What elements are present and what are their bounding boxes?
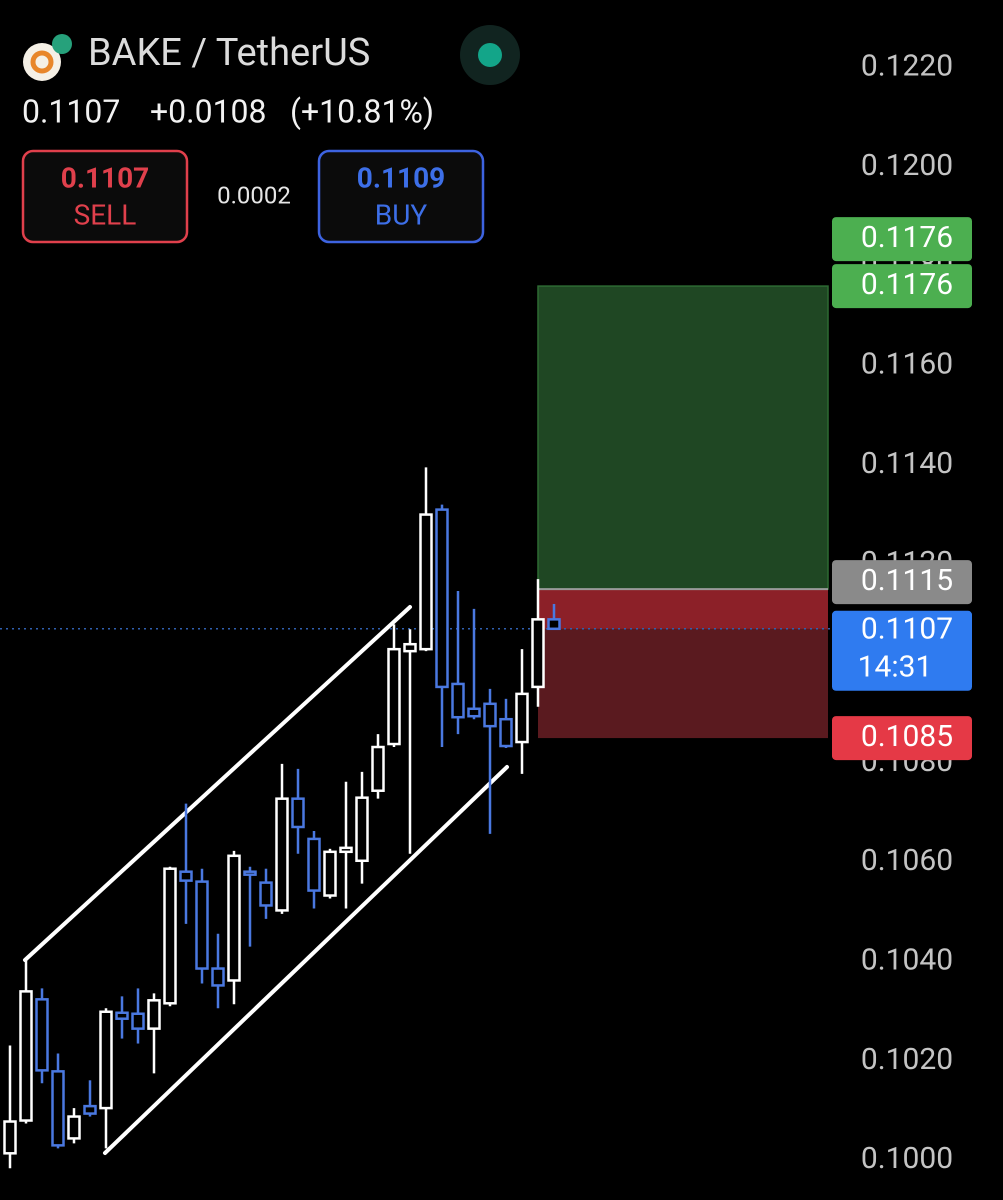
sell-button[interactable] — [21, 149, 189, 244]
candle-body — [323, 850, 337, 897]
profit-zone — [537, 285, 829, 590]
candle-body — [131, 1012, 145, 1030]
y-tick-label: 0.1140 — [861, 446, 953, 481]
candle-body — [483, 702, 497, 728]
candle-body — [147, 999, 161, 1030]
candle-body — [387, 647, 401, 746]
candle-body — [259, 881, 273, 907]
candle-body — [371, 745, 385, 792]
candle-body — [163, 867, 177, 1005]
trend-line — [23, 605, 412, 962]
candle-body — [419, 513, 433, 651]
trend-line — [103, 765, 509, 1155]
position-tool — [0, 285, 830, 739]
candle-body — [547, 618, 561, 631]
candle-body — [243, 870, 257, 876]
ask-price[interactable]: 0.1109 — [357, 161, 445, 194]
candle-body — [35, 998, 49, 1072]
candle-body — [339, 846, 353, 854]
candle-body — [291, 797, 305, 829]
candle-body — [19, 990, 33, 1122]
candle-body — [3, 1120, 17, 1155]
candle-body — [499, 717, 513, 748]
candle-body — [51, 1070, 65, 1147]
stop-label: 0.1085 — [861, 719, 953, 754]
sell-label[interactable]: SELL — [74, 198, 137, 231]
target-label: 0.1176 — [861, 267, 953, 302]
candle-body — [179, 870, 193, 882]
bid-price[interactable]: 0.1107 — [61, 161, 149, 194]
candle-body — [211, 967, 225, 987]
entry-badge — [832, 560, 972, 605]
candle-body — [99, 1010, 113, 1110]
candle-body — [467, 707, 481, 718]
candles — [3, 467, 561, 1169]
y-tick-label: 0.1200 — [861, 148, 953, 183]
spread: 0.0002 — [217, 181, 291, 209]
last-price: 0.1107 — [22, 92, 120, 130]
candle-body — [307, 837, 321, 892]
symbol-title: BAKE / TetherUS — [88, 31, 370, 75]
entry-label: 0.1115 — [861, 563, 953, 598]
header: BAKE / TetherUS 0.1107 +0.0108 (+10.81%)… — [21, 25, 520, 244]
change-pct: (+10.81%) — [290, 92, 434, 130]
candle-body — [227, 854, 241, 982]
candle-body — [515, 692, 529, 744]
loss-zone-active — [538, 589, 828, 629]
candle-body — [67, 1115, 81, 1140]
change: +0.0108 — [150, 92, 267, 130]
candle-body — [195, 880, 209, 970]
candle-body — [275, 797, 289, 912]
candle-body — [531, 618, 545, 689]
quote-logo — [52, 34, 72, 54]
y-tick-label: 0.1040 — [861, 943, 953, 978]
candle-body — [435, 508, 449, 689]
target-label: 0.1176 — [861, 220, 953, 255]
y-tick-label: 0.1020 — [861, 1042, 953, 1077]
candle-body — [451, 682, 465, 719]
candle-body — [83, 1104, 97, 1115]
countdown: 14:31 — [858, 650, 933, 685]
candle-body — [355, 796, 369, 863]
y-tick-label: 0.1000 — [861, 1141, 953, 1176]
last-price-badge — [832, 610, 972, 691]
candle-body — [403, 642, 417, 653]
y-tick-label: 0.1160 — [861, 346, 953, 381]
coin-logo — [23, 43, 61, 81]
target-badge — [832, 264, 972, 309]
last-price-label: 0.1107 — [861, 612, 953, 647]
y-tick-label: 0.1060 — [861, 843, 953, 878]
buy-label[interactable]: BUY — [375, 198, 428, 231]
y-tick-label: 0.1220 — [861, 48, 953, 83]
buy-button[interactable] — [317, 149, 485, 244]
target-badge — [832, 217, 972, 262]
candle-body — [115, 1011, 129, 1020]
coin-logo-ring — [30, 50, 54, 74]
stop-badge — [832, 716, 972, 761]
market-status — [478, 43, 502, 67]
